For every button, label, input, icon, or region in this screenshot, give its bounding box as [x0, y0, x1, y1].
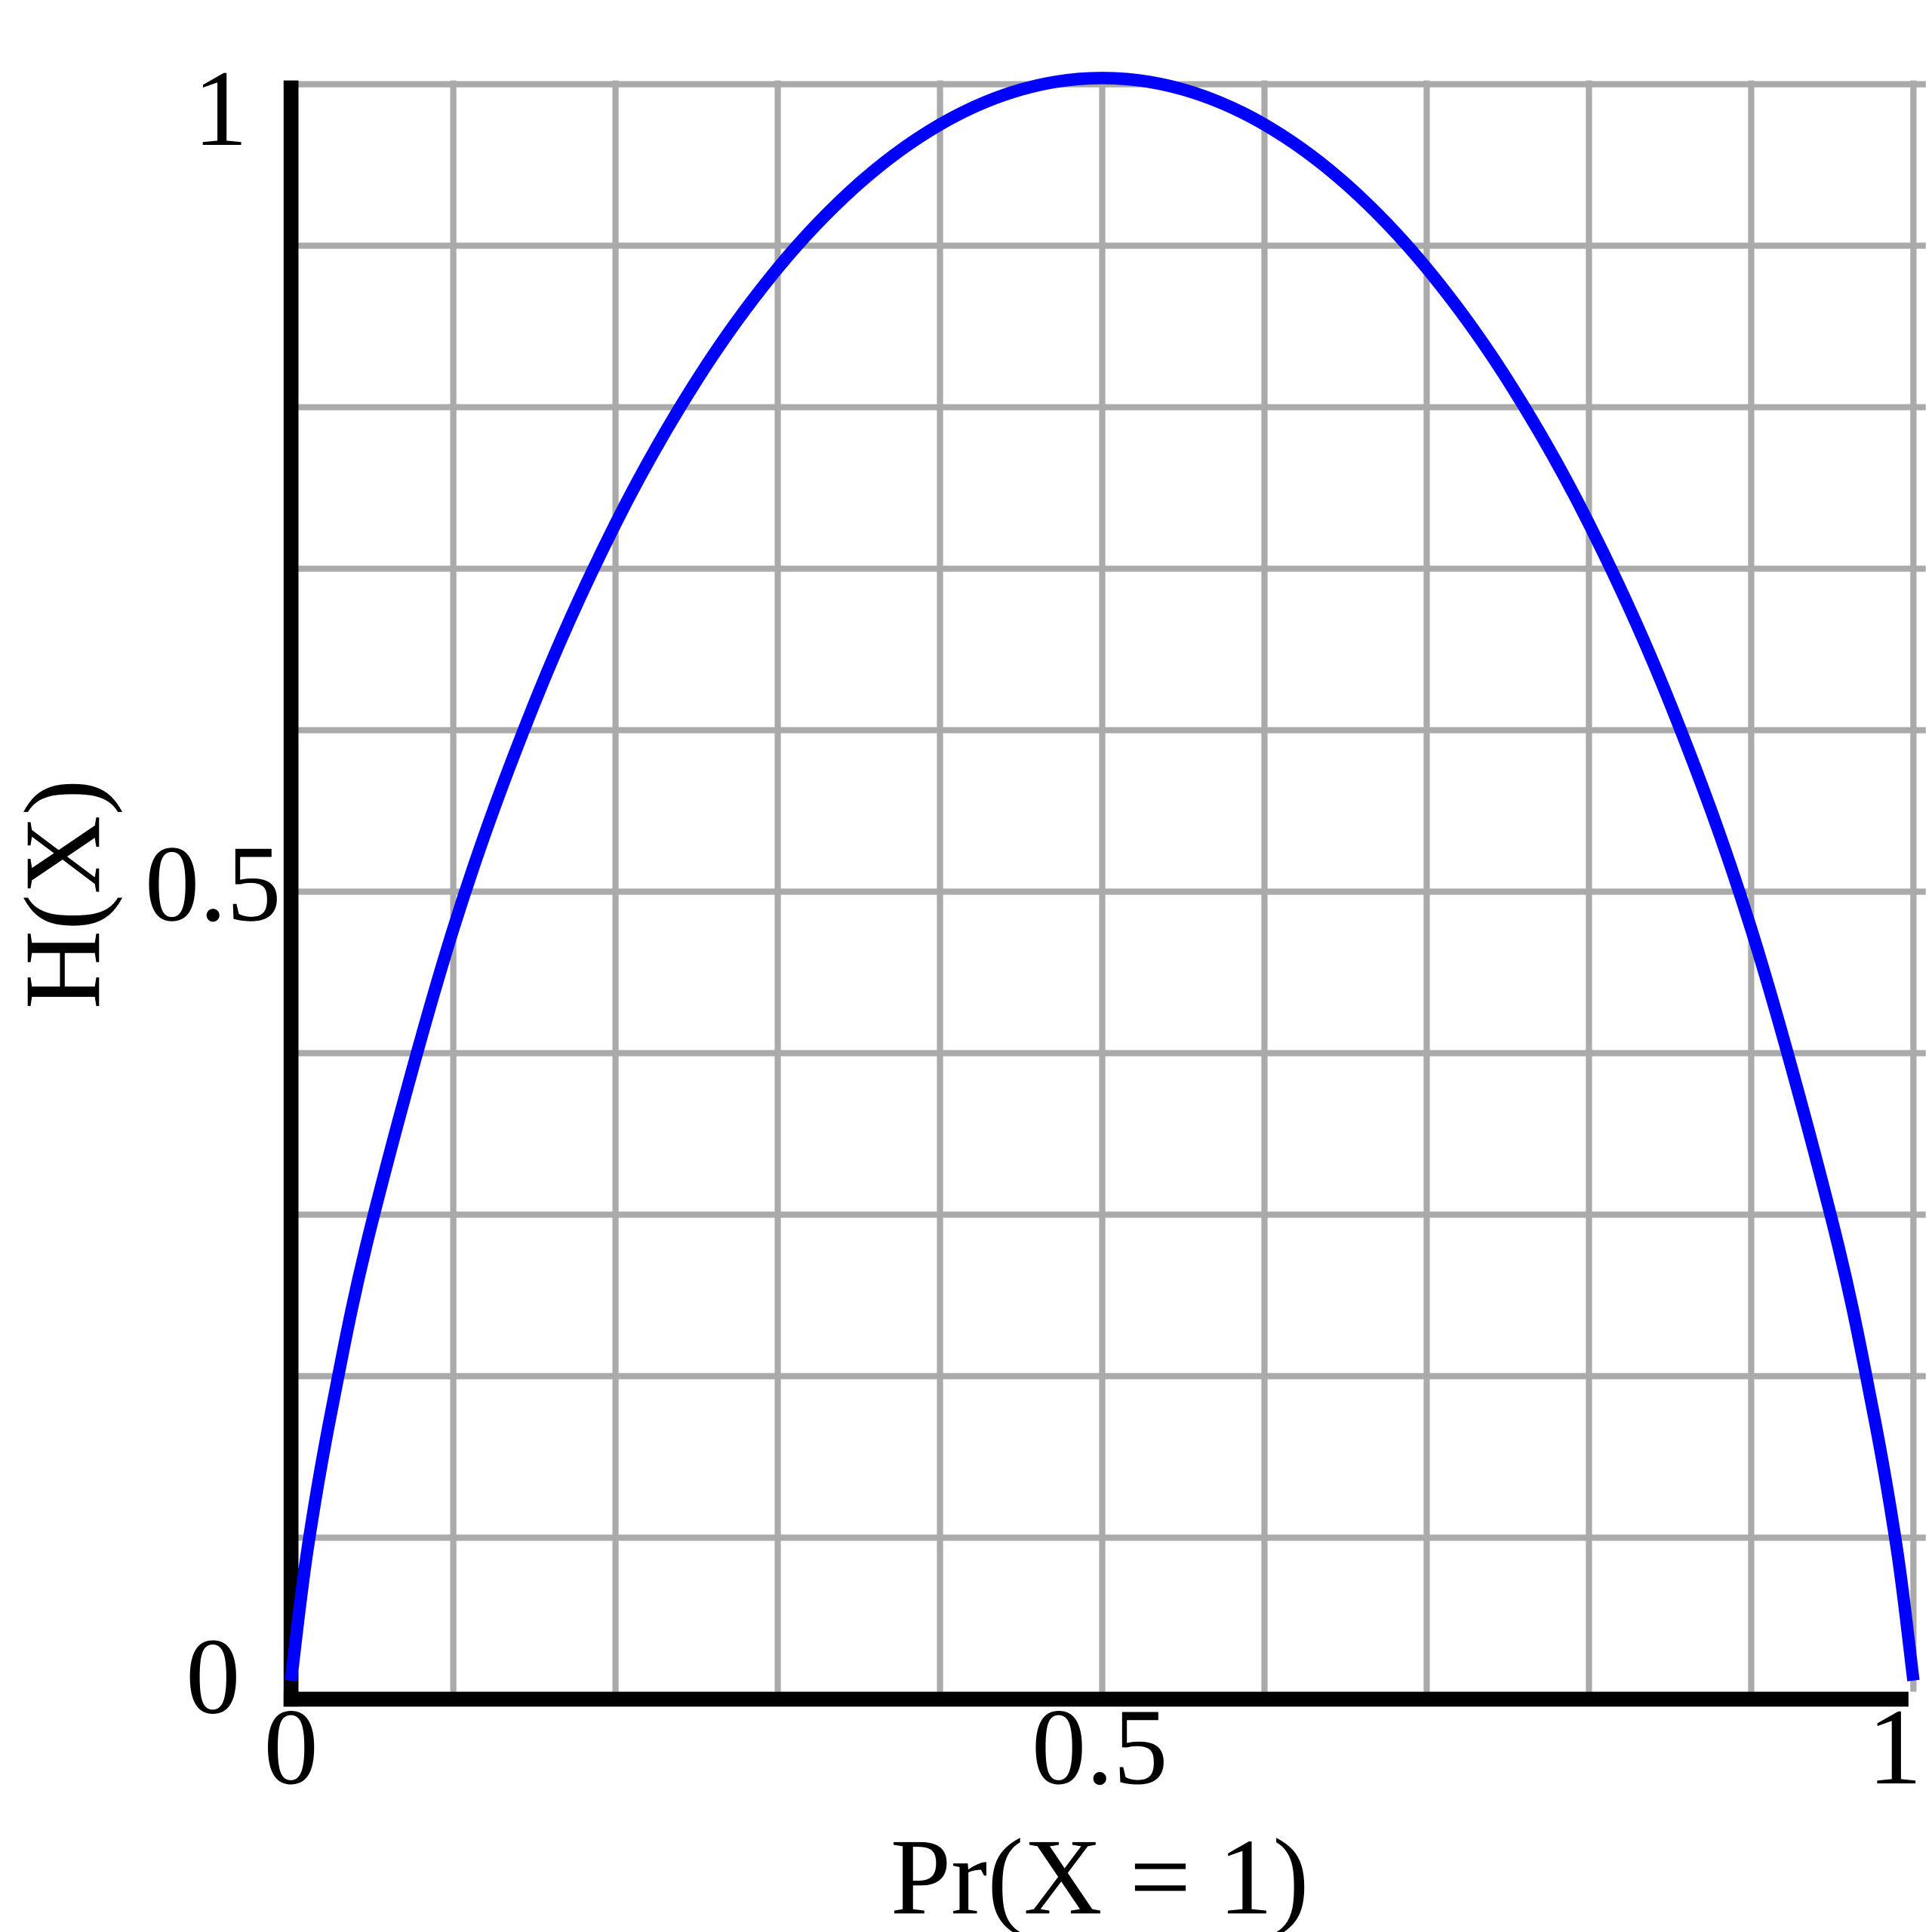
entropy-curve: [285, 72, 1920, 1681]
x-tick-label-0.5: 0.5: [1032, 1687, 1168, 1807]
x-tick-label-0: 0: [264, 1687, 318, 1807]
grid: [297, 80, 1926, 1692]
y-tick-label-0: 0: [186, 1617, 240, 1737]
y-tick-label-0.5: 0.5: [145, 823, 281, 944]
x-tick-label-1: 1: [1868, 1687, 1922, 1807]
y-axis-label: H(X): [2, 779, 123, 1009]
y-tick-label-1: 1: [193, 48, 248, 169]
x-axis-label: Pr(X = 1): [891, 1817, 1309, 1932]
